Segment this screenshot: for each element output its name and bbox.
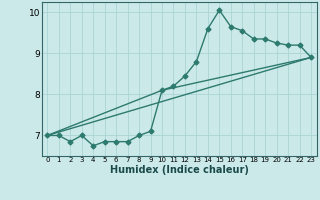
X-axis label: Humidex (Indice chaleur): Humidex (Indice chaleur) xyxy=(110,165,249,175)
